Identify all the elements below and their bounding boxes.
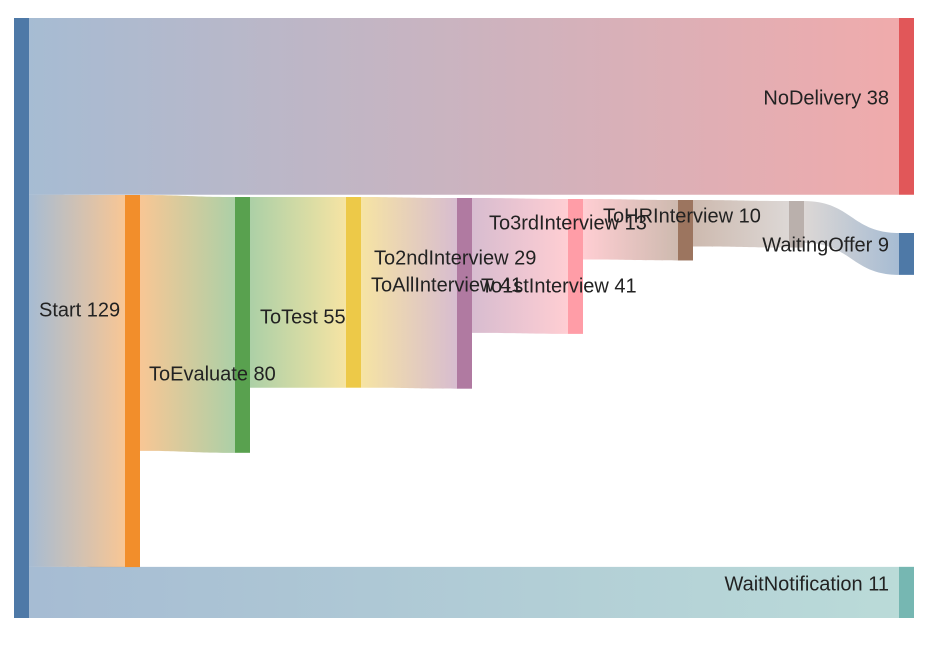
node-start[interactable]: [14, 18, 29, 618]
link-to2nd-interview-to-to3rd-interview[interactable]: [583, 199, 678, 261]
node-to2nd-interview[interactable]: [568, 199, 583, 334]
label-to-evaluate: ToEvaluate 80: [149, 363, 276, 385]
label-no-delivery: NoDelivery 38: [763, 87, 889, 109]
label-to-test: ToTest 55: [260, 306, 346, 328]
nodes-layer: [14, 18, 914, 618]
label-waiting-offer: WaitingOffer 9: [762, 234, 889, 256]
node-to-hrinterview[interactable]: [789, 201, 804, 248]
label-to-hrinterview: ToHRInterview 10: [603, 205, 761, 227]
label-wait-notification: WaitNotification 11: [724, 573, 889, 595]
node-no-delivery[interactable]: [899, 18, 914, 195]
node-waiting-offer[interactable]: [899, 233, 914, 275]
link-to-hrinterview-to-waiting-offer[interactable]: [804, 201, 899, 275]
node-to-test[interactable]: [235, 197, 250, 453]
node-wait-notification[interactable]: [899, 566, 914, 618]
label-to-all-interview: ToAllInterview 41: [371, 274, 522, 296]
link-start-to-no-delivery[interactable]: [29, 18, 899, 195]
label-to2nd-interview: To2ndInterview 29: [374, 247, 536, 269]
link-start-to-wait-notification[interactable]: [29, 566, 899, 618]
link-to-evaluate-to-to-test[interactable]: [140, 195, 235, 453]
node-to-evaluate[interactable]: [125, 195, 140, 568]
node-to-all-interview[interactable]: [346, 197, 361, 388]
link-to3rd-interview-to-to-hrinterview[interactable]: [693, 200, 789, 248]
label-start: Start 129: [39, 299, 120, 321]
label-to3rd-interview: To3rdInterview 13: [489, 212, 647, 234]
link-to-all-interview-to-to-first-interview[interactable]: [361, 197, 457, 389]
links-layer: [29, 18, 899, 618]
node-to3rd-interview[interactable]: [678, 200, 693, 261]
link-start-to-to-evaluate[interactable]: [29, 194, 125, 568]
link-to-first-interview-to-to2nd-interview[interactable]: [472, 198, 568, 334]
link-to-test-to-to-all-interview[interactable]: [250, 197, 346, 388]
label-to-first-interview: To1stInterview 41: [481, 275, 637, 297]
node-to-first-interview[interactable]: [457, 198, 472, 389]
labels-layer: Start 129 ToEvaluate 80 ToTest 55 ToAllInte…: [39, 87, 889, 595]
